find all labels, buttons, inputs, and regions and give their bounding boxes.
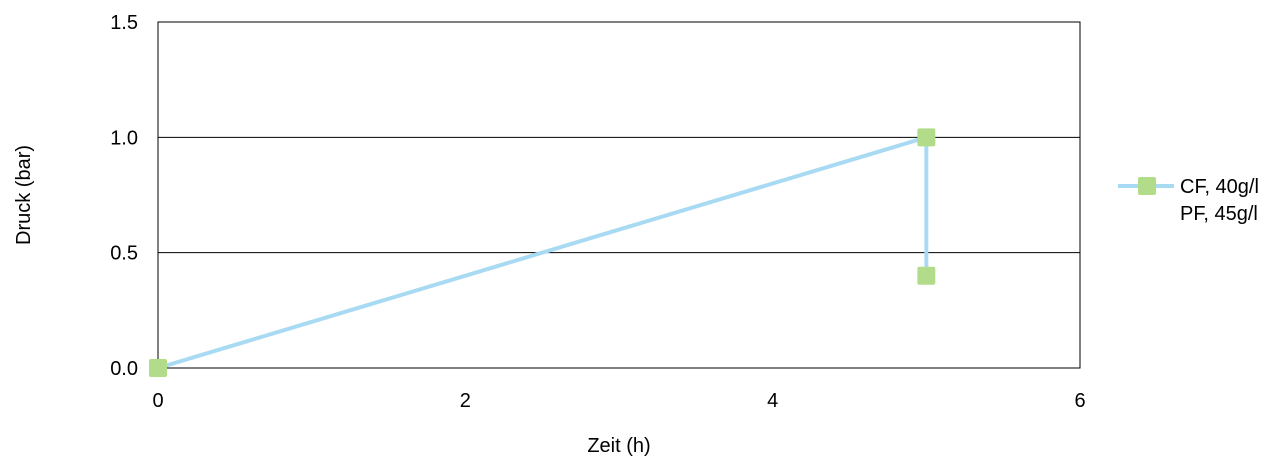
y-tick-label: 0.0 — [110, 358, 138, 380]
y-tick-label: 0.5 — [110, 243, 138, 265]
legend-label-line-1: CF, 40g/l — [1180, 176, 1259, 198]
x-tick-label: 4 — [767, 390, 778, 412]
y-axis-ticks: 0.0 0.5 1.0 1.5 — [110, 12, 138, 380]
x-axis-title: Zeit (h) — [587, 435, 650, 457]
data-point-marker — [917, 128, 936, 147]
x-axis-ticks: 0 2 4 6 — [152, 390, 1085, 412]
y-tick-label: 1.5 — [110, 12, 138, 34]
data-point-marker — [149, 359, 167, 377]
y-tick-label: 1.0 — [110, 127, 138, 149]
legend-marker-swatch — [1138, 177, 1156, 195]
x-tick-label: 2 — [460, 390, 471, 412]
plot-area — [157, 21, 1081, 369]
x-tick-label: 6 — [1074, 390, 1085, 412]
data-point-marker — [917, 266, 936, 285]
x-tick-label: 0 — [152, 390, 163, 412]
gridlines — [158, 21, 1080, 369]
legend: CF, 40g/l PF, 45g/l — [1118, 176, 1259, 225]
legend-label-line-2: PF, 45g/l — [1180, 203, 1258, 225]
series-layer — [149, 128, 936, 377]
y-axis-title: Druck (bar) — [13, 145, 35, 245]
